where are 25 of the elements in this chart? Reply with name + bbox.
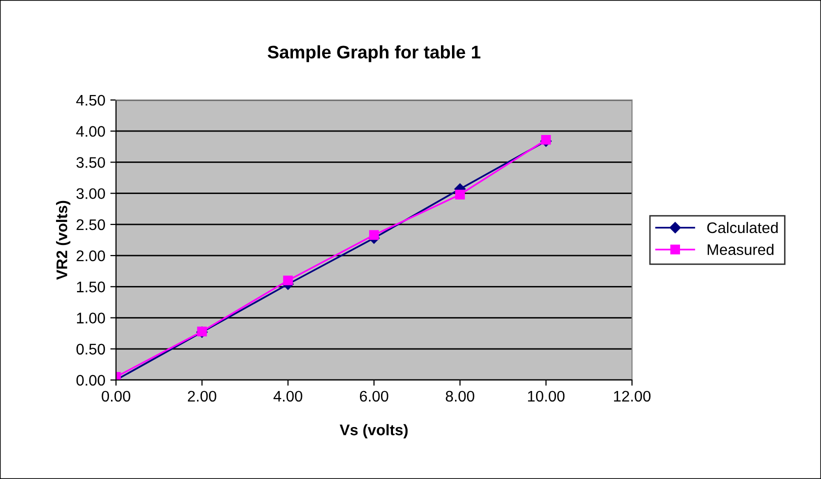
x-tick-label: 12.00 — [614, 390, 651, 402]
y-tick-label: 3.00 — [76, 188, 105, 200]
y-tick-label: 4.50 — [76, 94, 105, 106]
legend-label: Measured — [708, 244, 774, 256]
x-tick-label: 10.00 — [528, 390, 565, 402]
y-tick-label: 0.00 — [76, 374, 105, 386]
y-tick-label: 4.00 — [76, 126, 105, 137]
point — [283, 276, 293, 286]
y-tick-label: 3.50 — [76, 157, 105, 168]
x-tick-label: 6.00 — [360, 390, 388, 402]
y-tick-label: 2.50 — [76, 219, 105, 230]
x-tick-label: 8.00 — [446, 390, 474, 402]
x-tick-label: 2.00 — [188, 390, 216, 402]
legend-label: Calculated — [707, 222, 778, 234]
y-tick-label: 0.50 — [76, 344, 105, 355]
y-tick-label: 1.50 — [77, 282, 105, 292]
y-axis-title: VR2 (volts) — [56, 200, 70, 280]
point — [369, 230, 379, 240]
x-tick-label: 4.00 — [273, 390, 302, 402]
y-tick-label: 2.00 — [76, 250, 105, 262]
y-tick-label: 1.00 — [77, 312, 105, 324]
chart-title: Sample Graph for table 1 — [268, 45, 480, 62]
point — [455, 190, 465, 200]
x-axis-title: Vs (volts) — [340, 424, 408, 438]
x-tick-label: 0.00 — [102, 390, 130, 402]
